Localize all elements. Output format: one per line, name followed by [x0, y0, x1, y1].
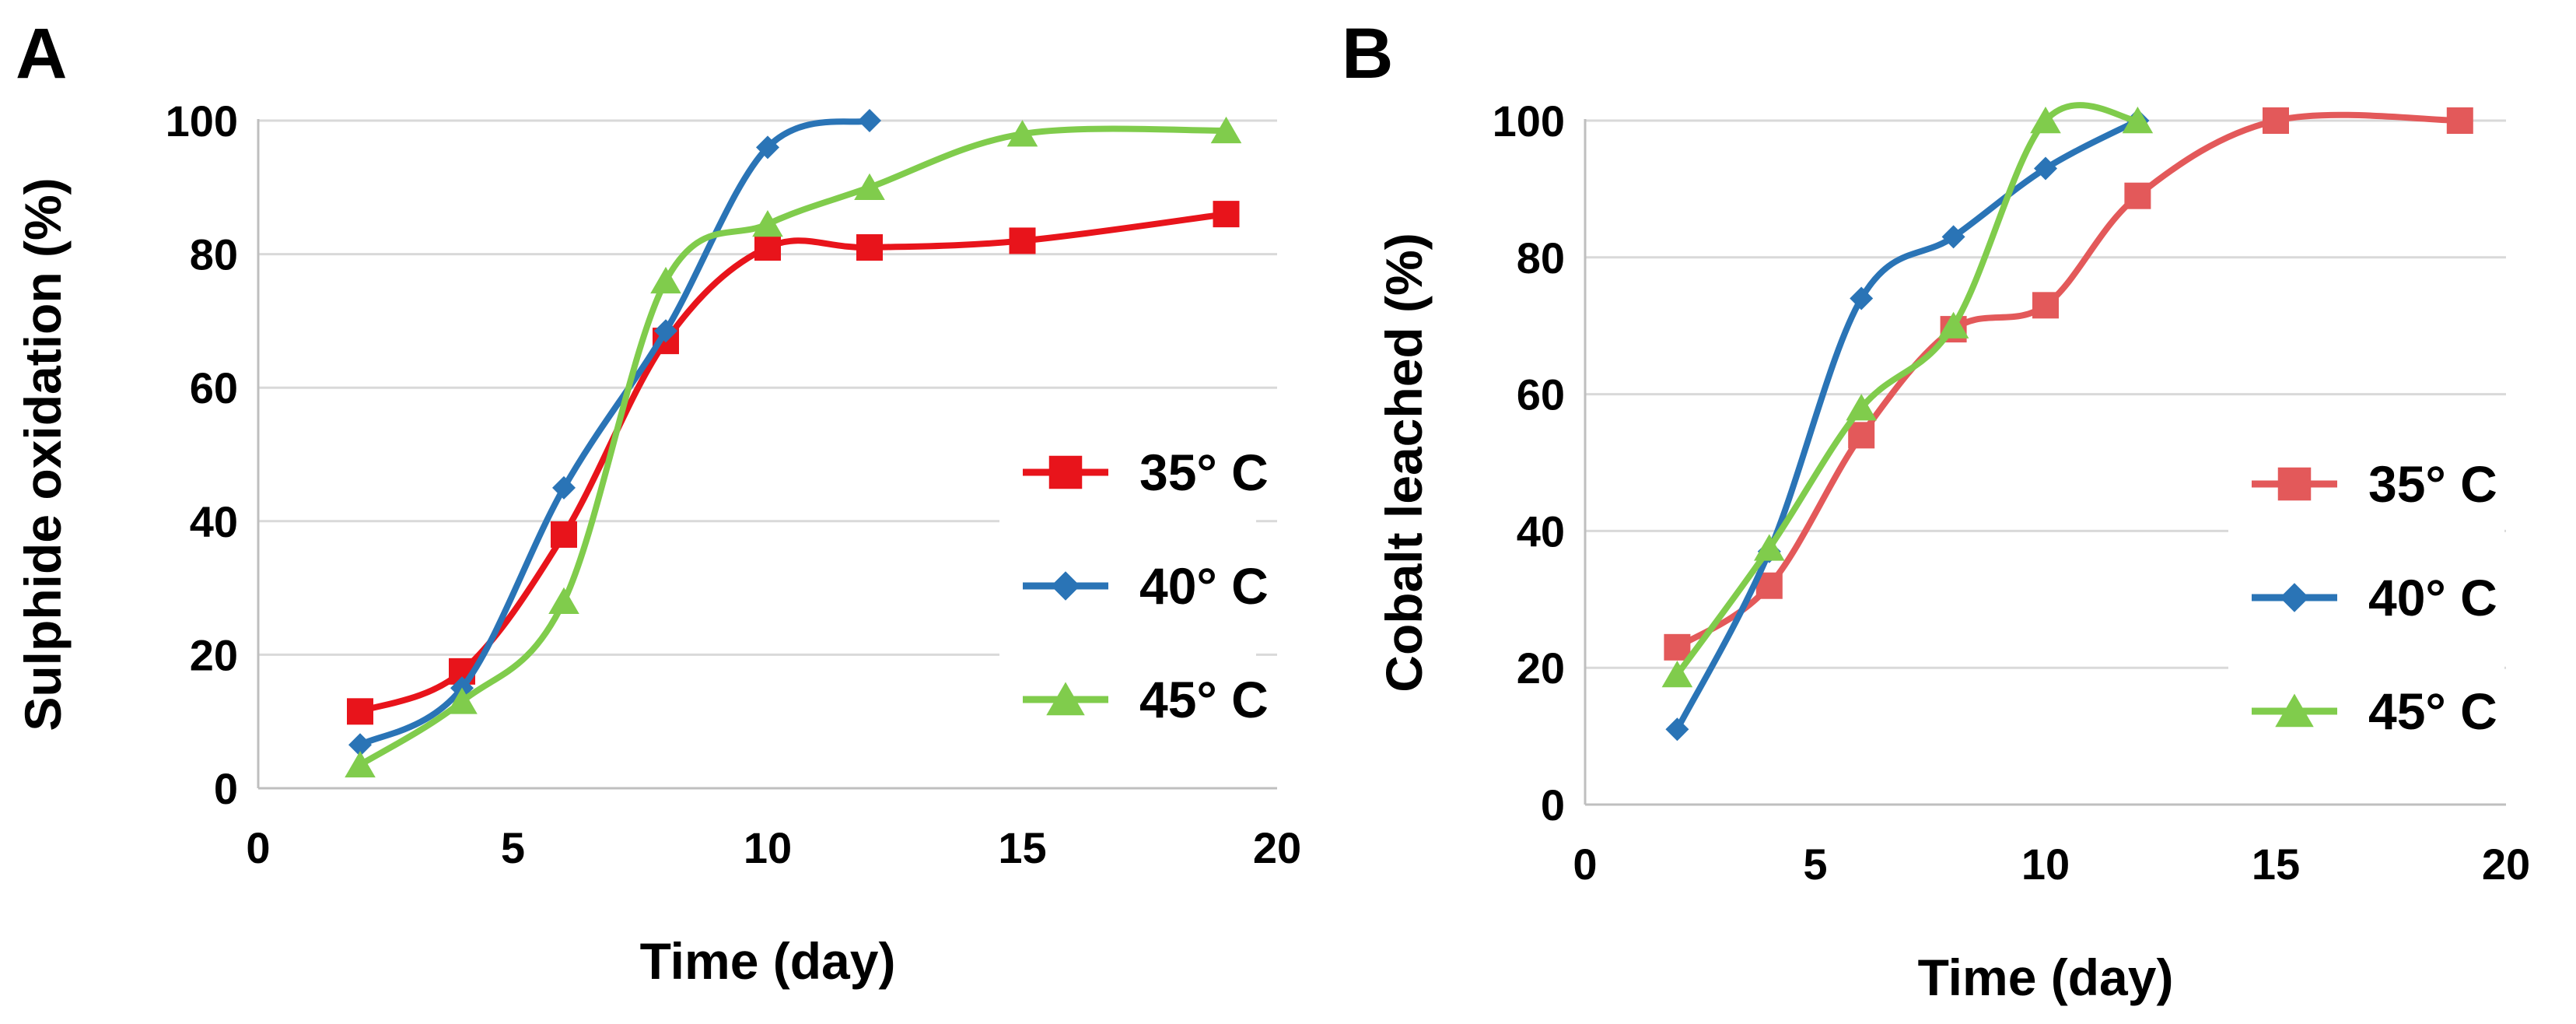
data-point — [1009, 227, 1036, 254]
x-tick-label: 10 — [2021, 840, 2070, 889]
panel-label: A — [16, 14, 67, 93]
data-point — [2034, 156, 2057, 181]
data-point — [2032, 292, 2059, 319]
legend-marker — [2275, 693, 2314, 728]
data-point — [1850, 286, 1874, 310]
x-tick-label: 0 — [1573, 840, 1597, 889]
data-point — [1937, 311, 1969, 338]
x-tick-label: 20 — [2482, 840, 2530, 889]
data-point — [1665, 717, 1689, 742]
data-point — [754, 234, 781, 261]
data-point — [1006, 120, 1038, 147]
y-tick-label: 60 — [1517, 370, 1565, 419]
y-tick-label: 100 — [1493, 96, 1565, 146]
panel-b: B 0 20 40 60 80 100 0 5 10 15 20 Time (day) Cobalt le… — [1342, 14, 2530, 1006]
data-point — [552, 475, 576, 500]
data-point — [756, 135, 779, 160]
legend-background — [2228, 424, 2504, 759]
series-line — [1674, 117, 2141, 733]
x-tick-label: 15 — [998, 823, 1046, 872]
series-0 — [1664, 107, 2473, 661]
data-point — [2263, 107, 2289, 134]
legend-marker — [1046, 682, 1085, 716]
data-point — [548, 587, 579, 614]
x-axis-title: Time (day) — [640, 932, 896, 990]
data-point — [654, 319, 677, 343]
data-point — [1846, 394, 1877, 421]
data-point — [650, 266, 681, 294]
x-tick-label: 0 — [246, 823, 270, 872]
series-2 — [1661, 102, 2154, 688]
y-tick-label: 20 — [1517, 644, 1565, 693]
legend-marker — [1051, 571, 1080, 601]
series-1 — [1665, 109, 2150, 742]
data-point — [348, 733, 372, 757]
data-point — [854, 173, 885, 200]
data-point — [858, 109, 881, 132]
data-point — [2122, 107, 2154, 134]
legend-item: 45° C — [1023, 671, 1269, 728]
panel-label: B — [1342, 14, 1393, 93]
data-point — [347, 698, 373, 725]
legend-label: 35° C — [1139, 444, 1269, 501]
data-point — [1848, 422, 1875, 449]
series-2 — [345, 116, 1242, 778]
x-tick-label: 15 — [2252, 840, 2300, 889]
legend-marker — [1048, 455, 1083, 489]
data-point — [2124, 182, 2151, 209]
data-point — [1661, 660, 1693, 688]
data-point — [1941, 225, 1965, 249]
data-point — [1664, 633, 1691, 661]
legend-item: 45° C — [2252, 682, 2497, 740]
y-tick-label: 60 — [190, 363, 238, 412]
data-point — [1210, 116, 1242, 144]
legend-marker — [2277, 467, 2312, 501]
y-tick-label: 80 — [190, 230, 238, 279]
data-point — [2446, 107, 2473, 134]
x-tick-label: 10 — [744, 823, 792, 872]
data-point — [1213, 201, 1240, 228]
x-tick-label: 5 — [501, 823, 525, 872]
legend-marker — [2280, 583, 2309, 612]
data-point — [752, 209, 783, 237]
y-tick-label: 80 — [1517, 233, 1565, 282]
y-axis-title: Sulphide oxidation (%) — [14, 177, 72, 731]
legend-item: 40° C — [2252, 569, 2497, 626]
legend-label: 35° C — [2368, 455, 2497, 513]
panel-a: A 0 20 40 60 80 100 0 5 10 15 20 Time (day) Sulphide … — [14, 14, 1301, 990]
y-tick-label: 40 — [190, 497, 238, 546]
data-point — [446, 687, 478, 714]
y-tick-label: 20 — [190, 630, 238, 679]
legend-label: 40° C — [2368, 569, 2497, 626]
data-point — [856, 234, 883, 261]
legend-item: 40° C — [1023, 557, 1269, 615]
y-tick-label: 100 — [166, 96, 238, 146]
data-point — [551, 521, 577, 548]
legend-item: 35° C — [1023, 444, 1269, 501]
legend-label: 45° C — [1139, 671, 1269, 728]
y-tick-label: 0 — [1541, 780, 1565, 829]
legend-item: 35° C — [2252, 455, 2497, 513]
data-point — [2030, 107, 2061, 134]
legend-label: 45° C — [2368, 682, 2497, 740]
y-axis-title: Cobalt leached (%) — [1375, 233, 1433, 692]
data-point — [345, 750, 376, 778]
legend-label: 40° C — [1139, 557, 1269, 615]
x-tick-label: 5 — [1803, 840, 1827, 889]
x-axis-title: Time (day) — [1918, 949, 2174, 1006]
y-tick-label: 40 — [1517, 507, 1565, 556]
data-point — [1754, 534, 1785, 561]
series-line — [1674, 102, 2141, 678]
x-tick-label: 20 — [1253, 823, 1301, 872]
y-tick-label: 0 — [214, 764, 238, 813]
